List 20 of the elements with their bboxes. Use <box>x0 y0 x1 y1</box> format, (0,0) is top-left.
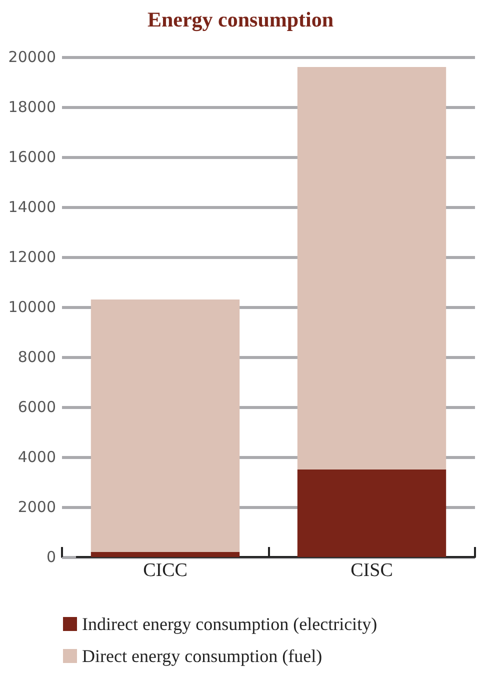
y-tick-label: 6000 <box>18 398 56 416</box>
bar <box>297 470 446 557</box>
x-tick-label: CISC <box>350 560 393 581</box>
legend-label: Indirect energy consumption (electricity) <box>82 614 378 634</box>
legend-label: Direct energy consumption (fuel) <box>82 646 322 666</box>
y-tick-label: 8000 <box>18 348 56 366</box>
bar <box>90 552 240 557</box>
y-tick-label: 18000 <box>8 98 56 116</box>
bar <box>297 67 446 470</box>
y-tick-label: 4000 <box>18 448 56 466</box>
y-tick-label: 12000 <box>8 248 56 266</box>
y-tick-label: 2000 <box>18 498 56 516</box>
chart-title: Energy consumption <box>147 8 334 32</box>
y-tick-label: 16000 <box>8 148 56 166</box>
y-tick-label: 10000 <box>8 298 56 316</box>
y-tick-label: 0 <box>46 548 56 566</box>
x-tick-label: CICC <box>143 560 188 581</box>
bar <box>90 300 240 552</box>
y-tick-label: 20000 <box>8 48 56 66</box>
y-tick-label: 14000 <box>8 198 56 216</box>
